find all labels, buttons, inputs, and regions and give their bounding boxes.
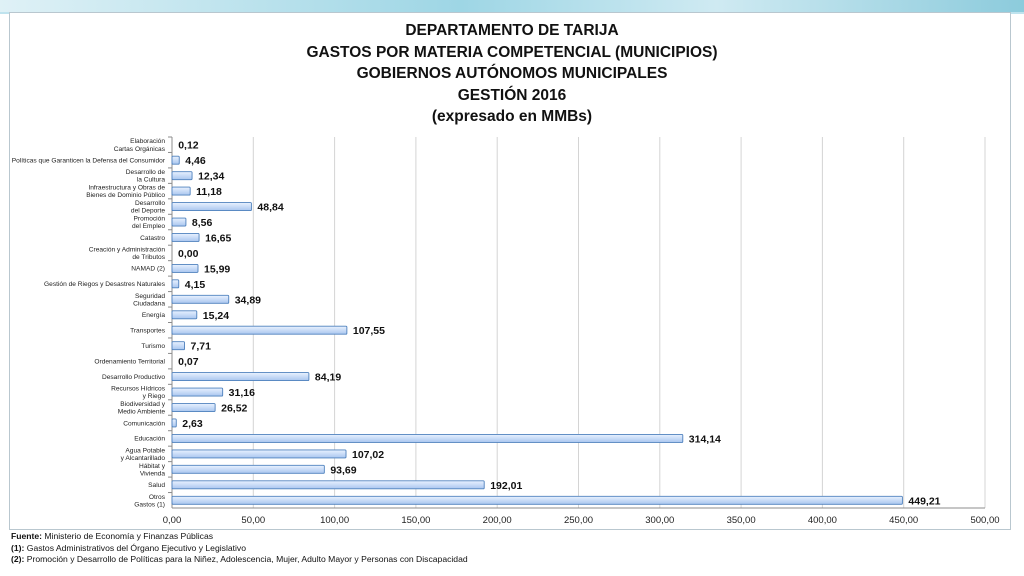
title-line-3: GOBIERNOS AUTÓNOMOS MUNICIPALES xyxy=(356,65,668,82)
category-label: Energía xyxy=(142,312,165,319)
data-label: 11,18 xyxy=(196,186,222,198)
x-tick-label: 450,00 xyxy=(889,515,918,526)
bar xyxy=(171,480,485,490)
x-tick-label: 500,00 xyxy=(970,515,999,526)
footnotes: Fuente: Ministerio de Economía y Finanza… xyxy=(11,531,468,566)
data-label: 93,69 xyxy=(330,464,356,476)
data-label: 0,07 xyxy=(178,356,199,368)
x-tick-label: 0,00 xyxy=(163,515,182,526)
data-label: 4,46 xyxy=(185,155,206,167)
bar xyxy=(171,495,903,505)
data-label: 31,16 xyxy=(229,387,255,399)
category-label: Catastro xyxy=(140,235,165,242)
x-tick-label: 350,00 xyxy=(727,515,756,526)
data-label: 314,14 xyxy=(689,433,721,445)
data-label: 192,01 xyxy=(490,480,522,492)
data-label: 15,24 xyxy=(203,310,229,322)
category-label: Recursos Hídricos y Riego xyxy=(111,386,166,401)
bar xyxy=(171,171,193,181)
title-line-4: GESTIÓN 2016 xyxy=(457,86,567,104)
bar xyxy=(171,279,180,289)
category-label: Desarrollo Productivo xyxy=(102,374,165,381)
category-label: Comunicación xyxy=(123,420,165,427)
bar xyxy=(171,310,198,320)
category-label: Otros Gastos (1) xyxy=(134,494,165,509)
category-label: Educación xyxy=(134,436,165,443)
chart-title: DEPARTAMENTO DE TARIJA GASTOS POR MATERI… xyxy=(0,20,1024,128)
bar xyxy=(171,202,252,212)
category-label: Promoción del Empleo xyxy=(132,216,165,231)
data-label: 449,21 xyxy=(908,495,940,507)
data-label: 48,84 xyxy=(257,202,283,214)
category-label: Agua Potable y Alcantarillado xyxy=(121,447,166,462)
bar xyxy=(171,294,230,304)
bar xyxy=(171,464,325,474)
bar xyxy=(171,341,185,351)
data-label: 7,71 xyxy=(191,341,212,353)
data-label: 84,19 xyxy=(315,372,341,384)
data-label: 34,89 xyxy=(235,294,261,306)
bar xyxy=(171,387,224,397)
category-label: Hábitat y Vivienda xyxy=(139,463,166,478)
footnote-source: Fuente: Ministerio de Economía y Finanza… xyxy=(11,531,214,541)
category-label: Desarrollo del Deporte xyxy=(131,200,165,215)
footnote-2: (2): Promoción y Desarrollo de Políticas… xyxy=(11,554,468,564)
data-label: 2,63 xyxy=(182,418,203,430)
x-tick-label: 150,00 xyxy=(401,515,430,526)
category-label: Turismo xyxy=(141,343,165,350)
data-label: 107,55 xyxy=(353,325,385,337)
title-line-1: DEPARTAMENTO DE TARIJA xyxy=(405,22,619,39)
bar xyxy=(171,433,684,443)
bar xyxy=(171,403,216,412)
bar xyxy=(171,217,187,227)
category-label: Desarrollo de la Cultura xyxy=(126,169,166,184)
bar xyxy=(171,186,191,196)
x-tick-label: 50,00 xyxy=(241,515,265,526)
bar xyxy=(171,155,180,165)
x-tick-label: 400,00 xyxy=(808,515,837,526)
data-label: 12,34 xyxy=(198,171,224,183)
bar xyxy=(171,418,177,428)
category-label: Ordenamiento Territorial xyxy=(94,358,165,365)
title-line-2: GASTOS POR MATERIA COMPETENCIAL (MUNICIP… xyxy=(306,43,718,61)
data-label: 0,12 xyxy=(178,140,199,152)
data-label: 15,99 xyxy=(204,263,230,275)
category-label: Gestión de Riegos y Desastres Naturales xyxy=(44,281,166,288)
category-label: Seguridad Ciudadana xyxy=(133,293,165,308)
category-label: Infraestructura y Obras de Bienes de Domi… xyxy=(86,185,165,200)
x-tick-label: 300,00 xyxy=(645,515,674,526)
x-tick-label: 200,00 xyxy=(483,515,512,526)
footnote-1: (1): Gastos Administrativos del Órgano E… xyxy=(11,542,247,553)
bar xyxy=(171,372,310,382)
bar xyxy=(171,233,200,242)
data-label: 26,52 xyxy=(221,403,247,415)
data-label: 0,00 xyxy=(178,248,199,260)
title-line-5: (expresado en MMBs) xyxy=(431,108,593,125)
category-label: NAMAD (2) xyxy=(131,266,165,273)
category-label: Salud xyxy=(148,482,165,489)
bar xyxy=(171,263,199,273)
data-label: 4,15 xyxy=(185,279,206,291)
category-label: Transportes xyxy=(130,328,166,335)
category-label: Políticas que Garanticen la Defensa del … xyxy=(12,157,166,164)
x-tick-label: 250,00 xyxy=(564,515,593,526)
data-label: 16,65 xyxy=(205,232,231,244)
data-label: 107,02 xyxy=(352,449,384,461)
data-label: 8,56 xyxy=(192,217,213,229)
bar xyxy=(171,449,347,459)
x-tick-label: 100,00 xyxy=(320,515,349,526)
category-label: Creación y Administración de Tributos xyxy=(89,246,166,261)
category-label: Elaboración Cartas Orgánicas xyxy=(114,138,166,153)
bar xyxy=(171,325,348,335)
category-label: Biodiversidad y Medio Ambiente xyxy=(118,401,166,416)
